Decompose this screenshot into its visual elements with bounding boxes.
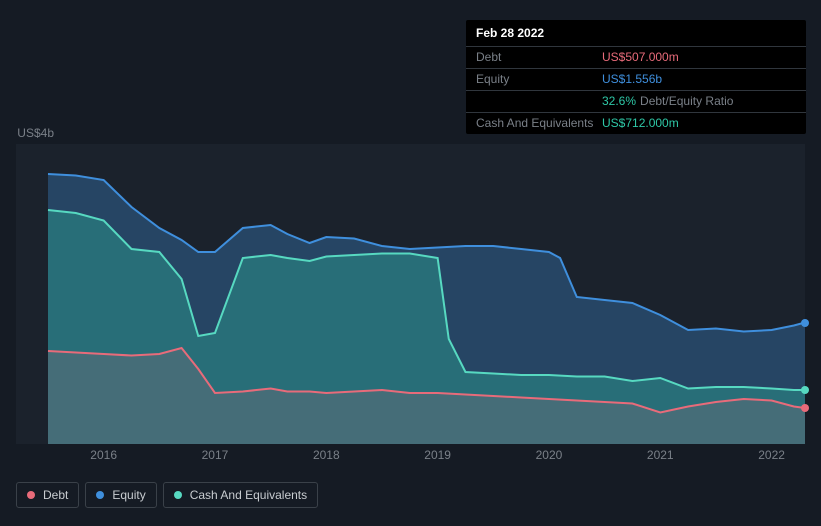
legend-item-equity[interactable]: Equity (85, 482, 156, 508)
legend-dot (96, 491, 104, 499)
debt-endpoint-dot (801, 404, 809, 412)
x-axis-tick: 2017 (202, 448, 229, 462)
tooltip-row: EquityUS$1.556b (466, 68, 806, 90)
tooltip-row-value: 32.6% (602, 94, 636, 108)
legend-label: Cash And Equivalents (190, 488, 307, 502)
legend-item-debt[interactable]: Debt (16, 482, 79, 508)
tooltip-row-label: Debt (476, 50, 602, 64)
cash-endpoint-dot (801, 386, 809, 394)
x-axis-tick: 2021 (647, 448, 674, 462)
chart-plot-area[interactable] (16, 144, 805, 444)
chart-legend: Debt Equity Cash And Equivalents (16, 482, 318, 508)
x-axis-tick: 2020 (536, 448, 563, 462)
tooltip-row-label: Cash And Equivalents (476, 116, 602, 130)
legend-label: Equity (112, 488, 145, 502)
equity-endpoint-dot (801, 319, 809, 327)
tooltip-row-label: Equity (476, 72, 602, 86)
tooltip-row: DebtUS$507.000m (466, 46, 806, 68)
legend-dot (174, 491, 182, 499)
tooltip-row: 32.6% Debt/Equity Ratio (466, 90, 806, 112)
chart-tooltip: Feb 28 2022 DebtUS$507.000mEquityUS$1.55… (466, 20, 806, 134)
x-axis-tick: 2018 (313, 448, 340, 462)
tooltip-row-value: US$712.000m (602, 116, 679, 130)
area-chart-svg (16, 144, 805, 444)
x-axis-tick: 2019 (424, 448, 451, 462)
tooltip-row-extra: Debt/Equity Ratio (640, 94, 733, 108)
tooltip-row-value: US$507.000m (602, 50, 679, 64)
x-axis-tick: 2016 (90, 448, 117, 462)
x-axis-tick: 2022 (758, 448, 785, 462)
tooltip-row-value: US$1.556b (602, 72, 662, 86)
x-axis: 2016 2017 2018 2019 2020 2021 2022 (16, 448, 805, 468)
y-axis-top-label: US$4b (0, 126, 54, 140)
legend-label: Debt (43, 488, 68, 502)
tooltip-row: Cash And EquivalentsUS$712.000m (466, 112, 806, 134)
legend-dot (27, 491, 35, 499)
legend-item-cash-and-equivalents[interactable]: Cash And Equivalents (163, 482, 318, 508)
tooltip-date: Feb 28 2022 (466, 20, 806, 46)
